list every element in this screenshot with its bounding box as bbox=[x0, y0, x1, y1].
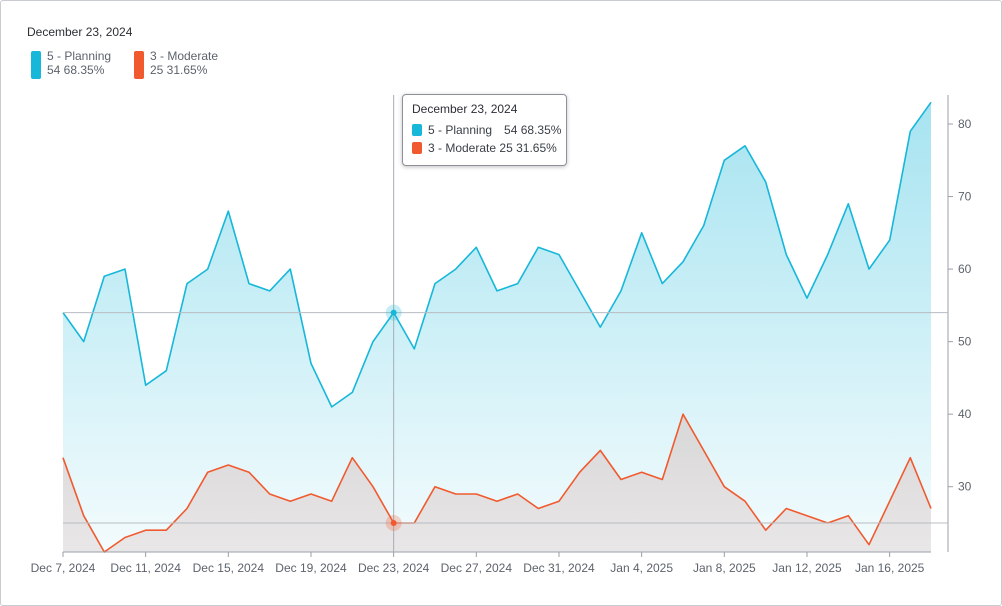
y-tick-label: 80 bbox=[958, 117, 972, 131]
tooltip-label-moderate: 3 - Moderate bbox=[428, 141, 497, 155]
tooltip-pct-planning: 68.35% bbox=[520, 123, 562, 137]
legend-swatch-moderate bbox=[134, 51, 144, 79]
tooltip-date: December 23, 2024 bbox=[412, 102, 518, 116]
legend-label-moderate: 3 - Moderate bbox=[150, 49, 219, 63]
tooltip-row-planning: 5 - Planning 54 68.35% bbox=[412, 123, 561, 137]
legend-label-planning: 5 - Planning bbox=[47, 49, 112, 63]
legend-date: December 23, 2024 bbox=[27, 25, 133, 39]
x-tick-label: Dec 19, 2024 bbox=[275, 561, 347, 575]
highlight-point-moderate[interactable] bbox=[390, 519, 397, 526]
x-tick-label: Dec 23, 2024 bbox=[358, 561, 430, 575]
series-area-planning bbox=[63, 102, 931, 553]
y-tick-label: 30 bbox=[958, 480, 972, 494]
tooltip: December 23, 2024 5 - Planning 54 68.35% … bbox=[402, 94, 567, 166]
x-tick-label: Dec 15, 2024 bbox=[193, 561, 265, 575]
tooltip-swatch-moderate bbox=[412, 142, 422, 154]
y-tick-label: 70 bbox=[958, 190, 972, 204]
x-tick-label: Jan 12, 2025 bbox=[772, 561, 842, 575]
legend-swatch-planning bbox=[31, 51, 41, 79]
highlight-point-planning[interactable] bbox=[390, 309, 397, 316]
tooltip-swatch-planning bbox=[412, 124, 422, 136]
x-tick-label: Jan 4, 2025 bbox=[610, 561, 673, 575]
x-tick-label: Dec 11, 2024 bbox=[110, 561, 181, 575]
x-tick-label: Dec 31, 2024 bbox=[523, 561, 595, 575]
y-tick-label: 60 bbox=[958, 262, 972, 276]
x-tick-label: Dec 7, 2024 bbox=[31, 561, 96, 575]
x-tick-label: Dec 27, 2024 bbox=[441, 561, 513, 575]
series-line-planning[interactable] bbox=[62, 101, 932, 408]
x-tick-label: Jan 8, 2025 bbox=[693, 561, 756, 575]
tooltip-row-moderate: 3 - Moderate 25 31.65% bbox=[412, 141, 557, 155]
x-tick-label: Jan 16, 2025 bbox=[855, 561, 925, 575]
tooltip-value-moderate: 25 bbox=[499, 141, 513, 155]
tooltip-value-planning: 54 bbox=[504, 123, 518, 137]
legend-stats-planning: 54 68.35% bbox=[47, 63, 105, 77]
tooltip-label-planning: 5 - Planning bbox=[428, 123, 493, 137]
y-tick-label: 50 bbox=[958, 335, 972, 349]
series-line-moderate[interactable] bbox=[62, 413, 932, 553]
tooltip-pct-moderate: 31.65% bbox=[516, 141, 557, 155]
series-area-moderate bbox=[63, 414, 931, 552]
y-tick-label: 40 bbox=[958, 407, 972, 421]
legend-stats-moderate: 25 31.65% bbox=[150, 63, 208, 77]
